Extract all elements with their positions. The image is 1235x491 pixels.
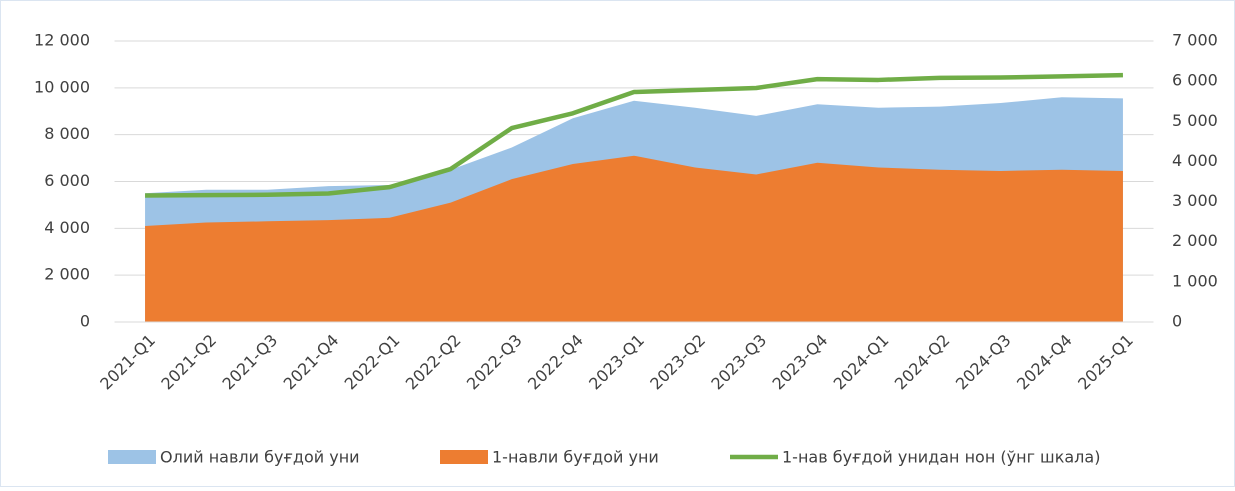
legend-label: 1-навли буғдой уни [492, 448, 659, 467]
y2-tick-label: 3 000 [1172, 191, 1218, 210]
area [145, 155, 1123, 322]
y2-tick-label: 4 000 [1172, 151, 1218, 170]
y-tick-label: 8 000 [44, 124, 90, 143]
y-tick-label: 4 000 [44, 218, 90, 237]
legend-swatch [440, 450, 488, 464]
y-tick-label: 6 000 [44, 171, 90, 190]
y-tick-label: 10 000 [34, 77, 90, 96]
line [145, 72, 1123, 198]
y-tick-label: 0 [80, 312, 90, 331]
y2-tick-label: 7 000 [1172, 31, 1218, 50]
y2-tick-label: 1 000 [1172, 271, 1218, 290]
legend-label: Олий навли буғдой уни [160, 448, 360, 467]
legend-swatch [108, 450, 156, 464]
y2-tick-label: 6 000 [1172, 71, 1218, 90]
legend-label: 1-нав буғдой унидан нон (ўнг шкала) [782, 448, 1100, 467]
y2-tick-label: 0 [1172, 312, 1182, 331]
y-tick-label: 12 000 [34, 31, 90, 50]
y2-tick-label: 2 000 [1172, 231, 1218, 250]
y-tick-label: 2 000 [44, 265, 90, 284]
y2-tick-label: 5 000 [1172, 111, 1218, 130]
